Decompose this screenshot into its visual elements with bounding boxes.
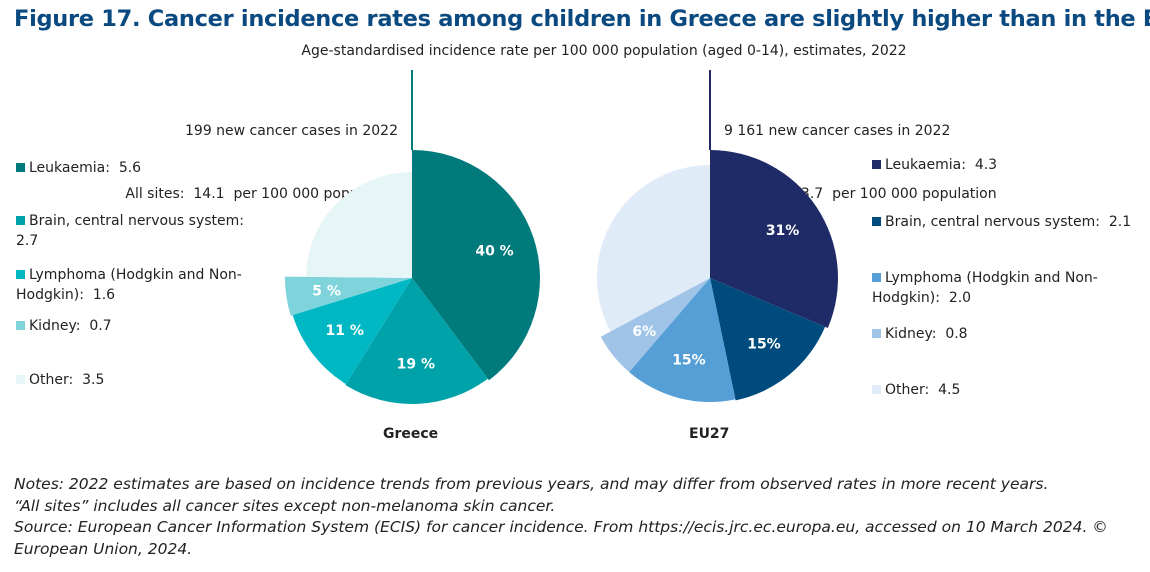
- eu-slice-kidney: [600, 278, 710, 372]
- greece-legend-item: Brain, central nervous system: 2.7: [16, 211, 244, 251]
- notes: Notes: 2022 estimates are based on incid…: [14, 474, 1134, 560]
- legend-label: Leukaemia: 4.3: [885, 157, 998, 173]
- greece-caption: Greece: [383, 426, 439, 442]
- legend-label: Brain, central nervous system: 2.7: [16, 213, 244, 249]
- eu-slice-leukaemia: [710, 150, 838, 328]
- legend-label: Kidney: 0.8: [885, 326, 968, 342]
- legend-label: Kidney: 0.7: [29, 318, 112, 334]
- greece-slice-other: [306, 172, 412, 278]
- note-line: Notes: 2022 estimates are based on incid…: [14, 475, 1049, 493]
- figure-subtitle: Age-standardised incidence rate per 100 …: [301, 43, 907, 59]
- greece-legend-item: Lymphoma (Hodgkin and Non- Hodgkin): 1.6: [16, 265, 242, 305]
- legend-swatch: [872, 273, 881, 282]
- legend-label: Lymphoma (Hodgkin and Non- Hodgkin): 2.0: [872, 270, 1098, 306]
- eu-slice-lymphoma: [629, 278, 736, 402]
- figure-title: Figure 17. Cancer incidence rates among …: [14, 6, 1150, 32]
- eu-slice-other: [597, 165, 710, 332]
- legend-swatch: [872, 160, 881, 169]
- legend-label: Lymphoma (Hodgkin and Non- Hodgkin): 1.6: [16, 267, 242, 303]
- eu-slice-brain: [710, 278, 826, 401]
- greece-slice-brain: [345, 278, 488, 404]
- note-line: “All sites” includes all cancer sites ex…: [14, 496, 556, 515]
- legend-label: Other: 4.5: [885, 382, 961, 398]
- legend-swatch: [872, 329, 881, 338]
- source-line: Source: European Cancer Information Syst…: [14, 518, 1108, 558]
- greece-legend-item: Other: 3.5: [16, 370, 104, 390]
- greece-cases: 199 new cancer cases in 2022: [185, 123, 398, 139]
- eu-legend-item: Leukaemia: 4.3: [872, 155, 997, 175]
- greece-data-label: 5 %: [312, 283, 341, 299]
- eu-legend-item: Lymphoma (Hodgkin and Non- Hodgkin): 2.0: [872, 268, 1098, 308]
- eu-legend-item: Other: 4.5: [872, 380, 960, 400]
- legend-swatch: [16, 321, 25, 330]
- greece-data-label: 19 %: [397, 357, 435, 373]
- greece-data-label: 40 %: [475, 243, 513, 259]
- eu-data-label: 6%: [632, 324, 656, 340]
- greece-slice-kidney: [285, 276, 412, 316]
- eu-legend-item: Kidney: 0.8: [872, 324, 968, 344]
- legend-swatch: [16, 270, 25, 279]
- greece-legend-item: Kidney: 0.7: [16, 316, 112, 336]
- legend-swatch: [16, 163, 25, 172]
- legend-label: Brain, central nervous system: 2.1: [885, 214, 1132, 230]
- eu-data-label: 31%: [766, 223, 800, 239]
- legend-swatch: [16, 216, 25, 225]
- greece-data-label: 11 %: [326, 323, 364, 339]
- legend-label: Other: 3.5: [29, 372, 105, 388]
- legend-label: Leukaemia: 5.6: [29, 160, 142, 176]
- eu-data-label: 15%: [747, 337, 781, 353]
- greece-slice-lymphoma: [292, 278, 412, 385]
- legend-swatch: [872, 217, 881, 226]
- eu-legend-item: Brain, central nervous system: 2.1: [872, 212, 1131, 232]
- eu-cases: 9 161 new cancer cases in 2022: [724, 123, 951, 139]
- eu-caption: EU27: [689, 426, 730, 442]
- eu-data-label: 15%: [672, 353, 706, 369]
- legend-swatch: [872, 385, 881, 394]
- legend-swatch: [16, 375, 25, 384]
- greece-legend-item: Leukaemia: 5.6: [16, 158, 141, 178]
- greece-slice-leukaemia: [412, 150, 541, 381]
